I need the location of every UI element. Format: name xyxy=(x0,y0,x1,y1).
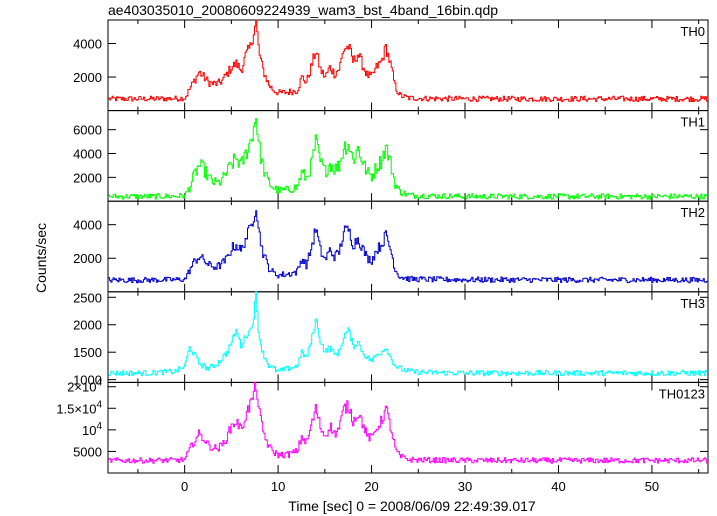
x-tick-label: 20 xyxy=(364,479,378,494)
x-axis-label: Time [sec] 0 = 2008/06/09 22:49:39.017 xyxy=(288,498,536,514)
y-tick-label: 2000 xyxy=(73,251,102,266)
panel-th3: 1000 1500 2000 2500 TH3 xyxy=(73,290,709,388)
x-tick-label: 40 xyxy=(551,479,565,494)
series-line-th2 xyxy=(108,210,708,284)
panel-label: TH2 xyxy=(680,205,705,220)
panel-th0123: 5000 104 1.5×104 2×104 TH0123 xyxy=(56,378,709,474)
panel-th2: 2000 4000 TH2 xyxy=(73,200,709,293)
series-line-th0123 xyxy=(108,381,708,464)
panel-frame xyxy=(107,381,709,474)
y-tick-label: 4000 xyxy=(73,147,102,162)
y-tick-label: 1.5×104 xyxy=(56,399,102,416)
x-tick-label: 10 xyxy=(271,479,285,494)
y-tick-label: 2×104 xyxy=(67,378,102,395)
series-line-th1 xyxy=(108,118,708,200)
y-tick-label: 5000 xyxy=(73,444,102,459)
y-tick-label: 2500 xyxy=(73,290,102,305)
panel-label: TH1 xyxy=(680,115,705,130)
y-tick-label: 4000 xyxy=(73,36,102,51)
panel-label: TH0123 xyxy=(659,386,705,401)
series-line-th0 xyxy=(108,19,708,102)
series-line-th3 xyxy=(108,291,708,377)
x-tick-label: 30 xyxy=(458,479,472,494)
y-tick-label: 1000 xyxy=(73,373,102,388)
y-axis-label: Counts/sec xyxy=(33,223,49,293)
panel-frame xyxy=(107,110,709,202)
y-tick-label: 2000 xyxy=(73,170,102,185)
panel-label: TH0 xyxy=(680,24,705,39)
panel-label: TH3 xyxy=(680,296,705,311)
panel-th0: 2000 4000 TH0 xyxy=(73,19,709,112)
y-tick-label: 6000 xyxy=(73,123,102,138)
panels-layer: 20004000TH0200040006000TH120004000TH2100… xyxy=(56,19,709,494)
y-tick-label: 1500 xyxy=(73,345,102,360)
x-tick-label: 0 xyxy=(181,479,188,494)
chart-title: ae403035010_20080609224939_wam3_bst_4ban… xyxy=(108,2,499,18)
y-tick-label: 4000 xyxy=(73,218,102,233)
y-tick-label: 104 xyxy=(82,421,102,438)
panel-th1: 2000 4000 6000 TH1 xyxy=(73,110,709,202)
y-tick-label: 2000 xyxy=(73,318,102,333)
y-tick-label: 2000 xyxy=(73,70,102,85)
x-tick-label: 50 xyxy=(645,479,659,494)
